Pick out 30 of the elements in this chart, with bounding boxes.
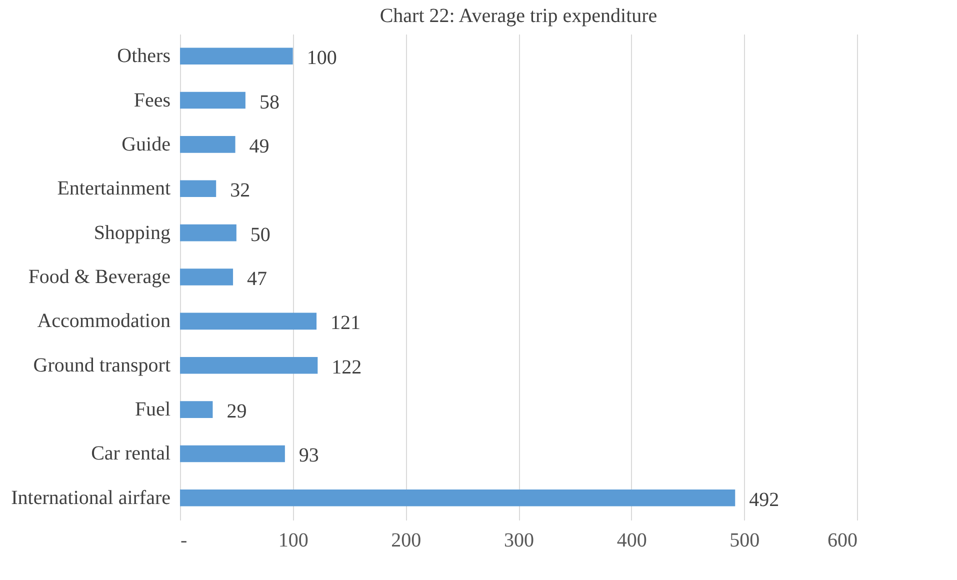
y-tick-label: Entertainment (57, 178, 171, 200)
y-tick-label: Ground transport (33, 354, 171, 376)
y-tick-label: Shopping (94, 222, 170, 244)
data-label: 492 (749, 488, 780, 511)
y-tick-label: Others (117, 45, 171, 68)
x-tick-label: - (180, 530, 188, 552)
y-tick-label: Accommodation (37, 310, 170, 332)
data-label: 122 (332, 356, 362, 378)
y-tick-label: Car rental (91, 442, 171, 465)
data-label: 93 (298, 444, 319, 467)
y-tick-label: International airfare (11, 486, 171, 509)
data-label: 47 (247, 268, 268, 290)
x-tick-label: 400 (616, 530, 647, 552)
y-tick-label: Fuel (134, 398, 171, 421)
y-tick-label: Food & Beverage (28, 266, 171, 288)
data-label: 121 (330, 312, 361, 334)
x-tick-label: 100 (278, 530, 308, 552)
data-label: 32 (230, 180, 250, 202)
x-tick-label: 600 (828, 530, 858, 552)
data-label: 58 (259, 91, 280, 114)
data-label: 50 (250, 224, 270, 246)
data-label: 49 (249, 135, 270, 158)
data-label: 100 (306, 47, 337, 70)
data-label: 29 (226, 400, 247, 423)
chart-title: Chart 22: Average trip expenditure (380, 5, 658, 27)
y-tick-label: Fees (134, 89, 171, 112)
x-tick-label: 500 (730, 530, 760, 552)
x-tick-label: 200 (391, 530, 422, 552)
y-tick-label: Guide (122, 133, 171, 156)
x-tick-label: 300 (504, 530, 534, 552)
